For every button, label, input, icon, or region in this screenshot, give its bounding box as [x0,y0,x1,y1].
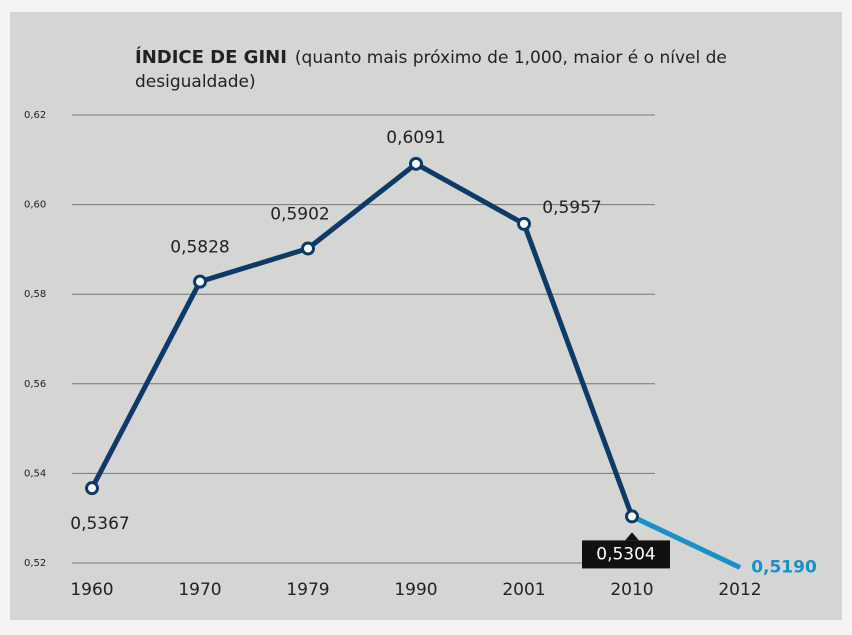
label-box [582,540,670,569]
point [625,509,639,524]
x-tick-label: 1990 [394,580,437,600]
value-label: 0,5828 [170,238,229,258]
y-tick-label: 0,58 [24,289,46,300]
x-tick-label: 2001 [502,580,545,600]
chart-title: ÍNDICE DE GINI [135,47,287,68]
x-tick-label: 2010 [610,580,653,600]
chart-panel [10,12,842,620]
point [301,241,315,256]
value-label: 0,5190 [751,557,817,577]
y-tick-label: 0,60 [24,200,46,211]
value-label: 0,5367 [70,514,129,534]
point [517,216,531,231]
value-label: 0,6091 [386,128,445,148]
point [409,156,423,171]
x-tick-label: 2012 [718,580,761,600]
value-label: 0,5304 [596,544,655,564]
line-highlight [630,514,742,570]
header: ÍNDICE DE GINI (quanto mais próximo de 1,… [135,46,795,94]
point [85,481,99,496]
value-label: 0,5957 [542,198,601,218]
label-pointer [625,532,639,541]
x-tick-label: 1970 [178,580,221,600]
x-tick-label: 1960 [70,580,113,600]
y-tick-label: 0,54 [24,468,46,479]
y-tick-label: 0,52 [24,558,46,569]
chart-subtitle: (quanto mais próximo de 1,000, maior é o… [135,48,727,92]
point [193,274,207,289]
y-tick-label: 0,62 [24,110,46,121]
y-tick-label: 0,56 [24,379,46,390]
value-label: 0,5902 [270,205,329,225]
x-tick-label: 1979 [286,580,329,600]
line [89,161,635,518]
